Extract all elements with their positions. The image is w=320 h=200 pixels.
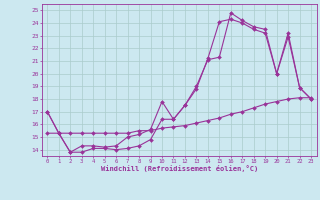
X-axis label: Windchill (Refroidissement éolien,°C): Windchill (Refroidissement éolien,°C): [100, 165, 258, 172]
